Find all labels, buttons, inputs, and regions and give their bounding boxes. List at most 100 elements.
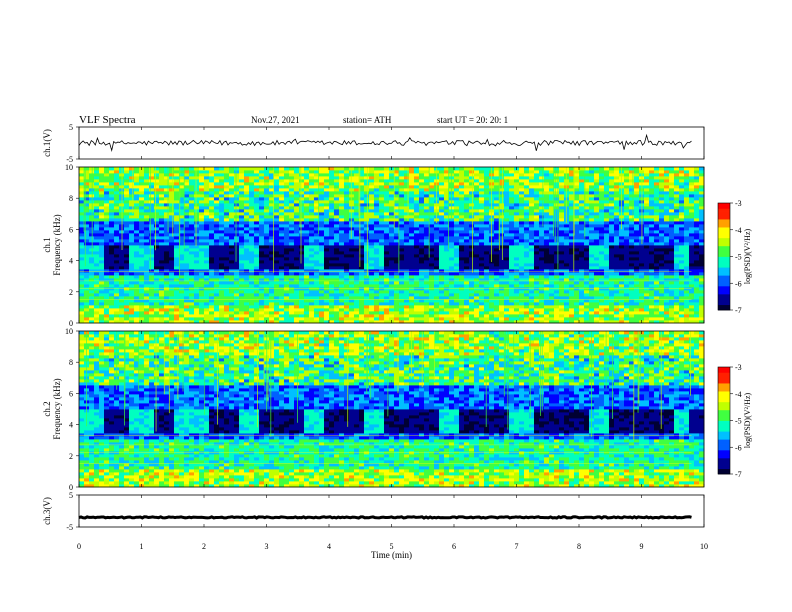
spectrogram-cell: [419, 272, 425, 276]
spectrogram-cell: [284, 239, 290, 243]
spectrogram-cell: [444, 266, 450, 270]
spectrogram-cell: [489, 281, 495, 285]
spectrogram-cell: [374, 236, 380, 240]
spectrogram-cell: [464, 275, 470, 279]
spectrogram-cell: [259, 248, 265, 252]
spectrogram-cell: [509, 311, 515, 315]
spectrogram-cell: [124, 224, 130, 228]
spectrogram-cell: [259, 317, 265, 321]
spectrogram-cell: [529, 179, 535, 183]
spectrogram-cell: [179, 260, 185, 264]
spectrogram-cell: [549, 296, 555, 300]
spectrogram-cell: [539, 227, 545, 231]
spectrogram-cell: [319, 173, 325, 177]
spectrogram-cell: [114, 302, 120, 306]
spectrogram-cell: [284, 209, 290, 213]
spectrogram-cell: [324, 167, 330, 171]
spectrogram-cell: [104, 176, 110, 180]
spectrogram-cell: [224, 296, 230, 300]
spectrogram-cell: [179, 272, 185, 276]
spectrogram-cell: [234, 284, 240, 288]
spectrogram-cell: [179, 173, 185, 177]
spectrogram-cell: [239, 272, 245, 276]
spectrogram-cell: [494, 203, 500, 207]
spectrogram-cell: [369, 230, 375, 234]
spectrogram-cell: [119, 263, 125, 267]
spectrogram-cell: [289, 167, 295, 171]
spectrogram-cell: [109, 260, 115, 264]
spectrogram-cell: [134, 173, 140, 177]
spectrogram-cell: [504, 266, 510, 270]
spectrogram-cell: [529, 233, 535, 237]
spectrogram-cell: [224, 248, 230, 252]
spectrogram-cell: [519, 260, 525, 264]
spectrogram-cell: [319, 218, 325, 222]
spectrogram-cell: [404, 191, 410, 195]
spectrogram-cell: [534, 191, 540, 195]
spectrogram-cell: [129, 239, 135, 243]
spectrogram-cell: [349, 188, 355, 192]
spectrogram-cell: [419, 266, 425, 270]
spectrogram-cell: [99, 182, 105, 186]
spectrogram-cell: [194, 299, 200, 303]
spectrogram-cell: [314, 206, 320, 210]
spectrogram-cell: [349, 278, 355, 282]
spectrogram-cell: [529, 191, 535, 195]
spectrogram-cell: [359, 236, 365, 240]
spectrogram-cell: [169, 227, 175, 231]
spectrogram-cell: [384, 200, 390, 204]
spectrogram-cell: [389, 278, 395, 282]
spectrogram-cell: [324, 290, 330, 294]
spectrogram-cell: [449, 263, 455, 267]
spectrogram-cell: [429, 284, 435, 288]
spectrogram-cell: [519, 257, 525, 261]
spectrogram-cell: [269, 317, 275, 321]
spectrogram-cell: [474, 311, 480, 315]
spectrogram-cell: [469, 230, 475, 234]
spectrogram-cell: [94, 245, 100, 249]
spectrogram-cell: [124, 317, 130, 321]
spectrogram-cell: [259, 218, 265, 222]
spectrogram-cell: [324, 176, 330, 180]
spectrogram-cell: [529, 188, 535, 192]
spectrogram-cell: [99, 248, 105, 252]
spectrogram-cell: [469, 212, 475, 216]
spectrogram-cell: [284, 176, 290, 180]
spectrogram-cell: [379, 311, 385, 315]
spectrogram-cell: [234, 299, 240, 303]
spectrogram-cell: [479, 263, 485, 267]
spectrogram-cell: [289, 293, 295, 297]
spectrogram-cell: [189, 221, 195, 225]
spectrogram-cell: [129, 311, 135, 315]
spectrogram-cell: [369, 194, 375, 198]
spectrogram-cell: [414, 224, 420, 228]
spectrogram-cell: [379, 320, 385, 324]
spectrogram-cell: [344, 248, 350, 252]
spectrogram-cell: [379, 191, 385, 195]
spectrogram-cell: [89, 224, 95, 228]
spectrogram-cell: [304, 278, 310, 282]
spectrogram-cell: [194, 239, 200, 243]
spectrogram-cell: [479, 236, 485, 240]
spectrogram-cell: [274, 254, 280, 258]
spectrogram-cell: [384, 209, 390, 213]
spectrogram-cell: [469, 242, 475, 246]
spectrogram-cell: [219, 224, 225, 228]
spectrogram-cell: [129, 314, 135, 318]
spectrogram-cell: [369, 233, 375, 237]
spectrogram-cell: [159, 176, 165, 180]
spectrogram-cell: [189, 197, 195, 201]
spectrogram-cell: [424, 260, 430, 264]
spectrogram-cell: [454, 293, 460, 297]
spectrogram-cell: [164, 239, 170, 243]
spectrogram-cell: [299, 203, 305, 207]
spectrogram-cell: [109, 170, 115, 174]
spectrogram-cell: [294, 254, 300, 258]
spectrogram-cell: [544, 278, 550, 282]
spectrogram-cell: [444, 260, 450, 264]
spectrogram-cell: [174, 233, 180, 237]
spectrogram-cell: [84, 218, 90, 222]
spectrogram-cell: [289, 185, 295, 189]
spectrogram-cell: [169, 278, 175, 282]
spectrogram-cell: [344, 290, 350, 294]
